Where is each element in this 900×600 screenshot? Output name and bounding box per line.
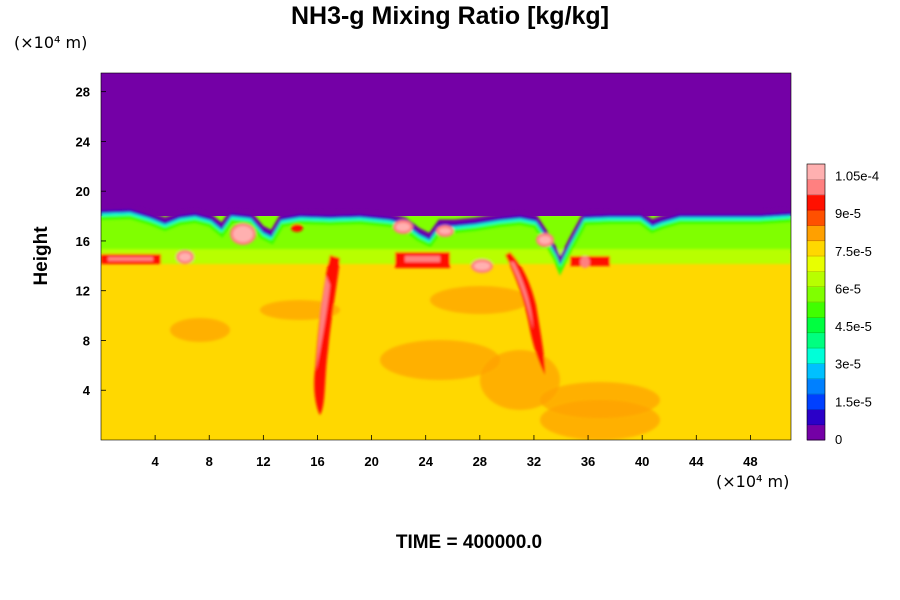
colorbar-segment <box>807 394 825 410</box>
colorbar-segment <box>807 240 825 257</box>
y-tick-label: 8 <box>83 333 90 348</box>
colorbar-tick-label: 3e-5 <box>835 357 861 372</box>
colorbar-tick-label: 9e-5 <box>835 206 861 221</box>
blob-4 <box>179 253 191 261</box>
y-tick-label: 4 <box>83 383 91 398</box>
x-tick-label: 24 <box>418 454 433 469</box>
x-tick-label: 16 <box>310 454 324 469</box>
boundary-dark <box>101 205 791 269</box>
colorbar-segment <box>807 409 825 426</box>
swirl-7 <box>430 286 530 314</box>
blob-5 <box>474 262 490 270</box>
blob-7 <box>291 224 303 232</box>
colorbar-segment <box>807 225 825 242</box>
colorbar-segment <box>807 424 825 441</box>
y-tick-label: 20 <box>76 184 90 199</box>
colorbar-segment <box>807 317 825 334</box>
x-tick-label: 44 <box>689 454 704 469</box>
colorbar-tick-label: 6e-5 <box>835 281 861 296</box>
colorbar-segment <box>807 256 825 272</box>
x-tick-label: 40 <box>635 454 649 469</box>
x-tick-label: 36 <box>581 454 595 469</box>
colorbar-segment <box>807 271 825 288</box>
heatmap-field <box>101 73 791 440</box>
x-tick-label: 20 <box>364 454 378 469</box>
colorbar-segment <box>807 210 825 226</box>
y-tick-label: 28 <box>76 85 90 100</box>
colorbar-tick-label: 0 <box>835 432 842 447</box>
colorbar-tick-label: 4.5e-5 <box>835 319 872 334</box>
colorbar-segment <box>807 286 825 303</box>
colorbar-segment <box>807 194 825 211</box>
y-tick-label: 12 <box>76 284 90 299</box>
x-axis-unit-label: (×10⁴ m) <box>716 472 790 491</box>
layer-left-core <box>108 257 153 261</box>
x-tick-label: 48 <box>743 454 757 469</box>
x-tick-label: 4 <box>152 454 160 469</box>
colorbar-segment <box>807 179 825 196</box>
blob-6 <box>439 228 451 234</box>
boundary-green <box>101 214 791 276</box>
chart-title: NH3-g Mixing Ratio [kg/kg] <box>290 2 610 30</box>
colorbar-tick-label: 1.05e-4 <box>835 169 879 184</box>
plot-frame <box>100 72 792 441</box>
blob-8 <box>580 256 590 268</box>
x-axis-ticks: 4 8 12 16 20 24 28 32 36 40 44 48 <box>152 435 758 469</box>
upper-region <box>101 73 791 217</box>
heatmap-structures <box>101 205 791 440</box>
colorbar-segment <box>807 164 825 180</box>
plume-left-core <box>316 275 330 372</box>
colorbar-tick-label: 7.5e-5 <box>835 244 872 259</box>
boundary-blue <box>101 209 791 269</box>
colorbar-segment <box>807 302 825 318</box>
layer-right <box>570 256 610 266</box>
x-tick-label: 8 <box>206 454 213 469</box>
y-tick-label: 16 <box>76 234 90 249</box>
time-label: TIME = 400000.0 <box>395 532 543 553</box>
x-tick-label: 28 <box>473 454 487 469</box>
plume-left <box>314 255 340 415</box>
plume-right <box>505 252 545 375</box>
colorbar-segment <box>807 378 825 395</box>
colorbar-segment <box>807 332 825 349</box>
x-tick-label: 12 <box>256 454 270 469</box>
swirl-3 <box>480 350 560 410</box>
colorbar-frame <box>806 163 826 441</box>
blob-1 <box>233 226 253 242</box>
colorbar: 0 1.5e-5 3e-5 4.5e-5 6e-5 7.5e-5 9e-5 1.05e-4 <box>806 163 879 447</box>
y-tick-label: 24 <box>76 134 91 149</box>
swirl-6 <box>540 400 660 440</box>
swirl-5 <box>260 300 340 320</box>
colorbar-tick-label: 1.5e-5 <box>835 394 872 409</box>
layer-mid-core <box>405 256 440 262</box>
x-tick-label: 32 <box>527 454 541 469</box>
blob-2 <box>396 223 410 231</box>
swirl-1 <box>170 318 230 342</box>
y-axis-unit-label: (×10⁴ m) <box>14 33 88 52</box>
y-axis-ticks: 4 8 12 16 20 24 28 <box>76 85 106 398</box>
swirl-2 <box>380 340 500 380</box>
colorbar-segment <box>807 363 825 380</box>
blob-3 <box>539 236 551 244</box>
colorbar-segment <box>807 348 825 364</box>
